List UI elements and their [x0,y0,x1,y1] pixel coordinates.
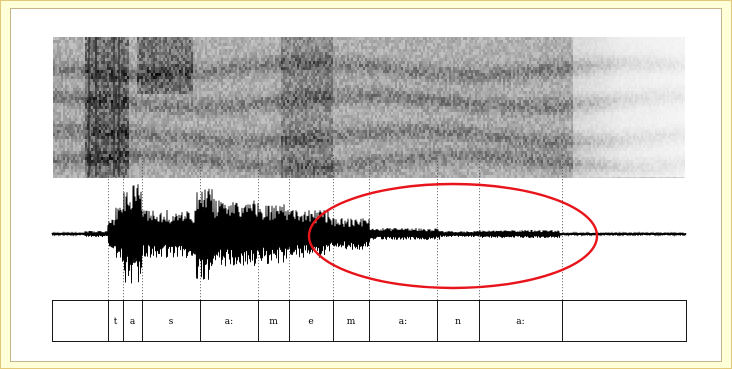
speech-figure: t a s a: m e m a: n a: [51,37,687,342]
